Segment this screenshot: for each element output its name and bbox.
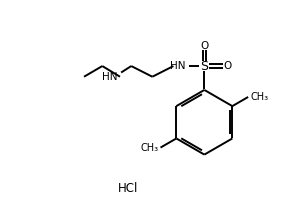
Text: S: S <box>200 59 208 73</box>
Text: HN: HN <box>170 61 185 71</box>
Text: CH₃: CH₃ <box>141 142 159 153</box>
Text: HN: HN <box>102 72 118 82</box>
Text: O: O <box>223 61 231 71</box>
Text: CH₃: CH₃ <box>251 92 268 102</box>
Text: HCl: HCl <box>118 182 139 195</box>
Text: O: O <box>200 41 208 51</box>
